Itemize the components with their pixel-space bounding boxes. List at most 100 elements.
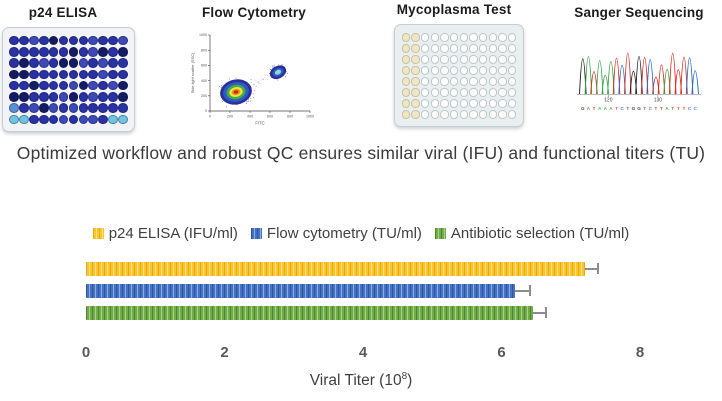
plate-well	[48, 58, 59, 68]
plate-well	[479, 88, 488, 97]
plate-well	[78, 69, 89, 80]
plate-well	[68, 58, 79, 68]
chromatogram-peak	[624, 52, 632, 95]
qc-item-sanger: Sanger Sequencing 120 130 G A T A A A T C T G G T C T T A…	[558, 5, 720, 114]
flow-cytometry-plot: 0 200 400 600 800 1000 0 200 400 600 800 1000 Side l…	[186, 27, 322, 129]
plate-well	[440, 33, 449, 42]
plate-well	[498, 44, 507, 53]
sequence-base-letter: G	[637, 106, 641, 111]
plate-well	[508, 99, 517, 108]
sequence-base-letter: T	[660, 106, 663, 111]
plate-well	[411, 55, 420, 64]
svg-text:400: 400	[247, 115, 253, 119]
flow-y-axis-label: Side light scatter (SSC)	[190, 52, 195, 93]
plate-well	[38, 80, 49, 91]
plate-well	[38, 35, 49, 46]
plate-well	[459, 55, 468, 64]
plate-well	[479, 55, 488, 64]
plate-well	[58, 35, 69, 46]
plate-well	[488, 88, 497, 97]
tagline-text: Optimized workflow and robust QC ensures…	[16, 143, 706, 163]
plate-well	[479, 66, 488, 75]
qc-item-p24-elisa: p24 ELISA	[2, 5, 135, 132]
plate-well	[430, 33, 439, 42]
plate-well	[108, 114, 118, 125]
x-axis-label-exponent: 8	[401, 371, 408, 382]
plate-well	[68, 35, 79, 46]
plate-well	[38, 114, 49, 125]
chromatogram-peak	[646, 59, 654, 95]
plate-well	[488, 66, 497, 75]
sequence-base-letter: T	[643, 106, 646, 111]
error-bar-line	[585, 267, 599, 270]
plate-well	[9, 92, 19, 102]
sequence-base-letter: C	[620, 106, 624, 111]
plate-well	[48, 80, 59, 91]
plate-well	[469, 110, 478, 119]
error-bar-cap	[597, 263, 599, 275]
plate-well	[469, 66, 478, 75]
plate-well	[498, 66, 507, 75]
plate-well	[508, 33, 517, 42]
plate-well	[479, 33, 488, 42]
plate-well	[19, 58, 29, 68]
plate-well	[508, 110, 517, 119]
plate-well	[411, 77, 420, 86]
plate-well	[108, 47, 118, 57]
qc-item-flow-cytometry: Flow Cytometry 0 200 400 600 800 1000 0 200 400 6…	[186, 5, 322, 129]
sequence-base-letter: T	[683, 106, 686, 111]
plate-well	[421, 110, 430, 119]
plate-well	[498, 77, 507, 86]
plate-well	[508, 66, 517, 75]
plate-well	[78, 35, 89, 46]
plate-well	[38, 103, 49, 113]
error-bar-cap	[545, 307, 547, 319]
plate-well	[440, 44, 449, 53]
sequence-base-letter: T	[654, 106, 657, 111]
plate-well	[430, 66, 439, 75]
plate-well	[78, 58, 89, 68]
plate-well	[68, 114, 79, 125]
plate-well	[38, 69, 49, 80]
sequence-base-letter: A	[598, 106, 602, 111]
plate-well	[459, 33, 468, 42]
legend-swatch-icon	[92, 228, 104, 239]
plate-well	[88, 103, 99, 113]
plate-well	[108, 103, 118, 113]
plate-well	[459, 110, 468, 119]
plate-well	[488, 77, 497, 86]
plate-well	[421, 66, 430, 75]
chromatogram-peak	[691, 70, 699, 95]
svg-text:0: 0	[209, 115, 211, 119]
plate-well	[430, 44, 439, 53]
legend-swatch-icon	[434, 228, 446, 239]
plate-well	[88, 69, 99, 80]
plate-well	[401, 33, 410, 42]
plate-well	[459, 44, 468, 53]
plate-well	[401, 99, 410, 108]
plate-well	[108, 80, 118, 91]
flow-cytometry-title: Flow Cytometry	[201, 5, 307, 20]
plate-well	[401, 77, 410, 86]
plate-well	[108, 35, 118, 46]
plate-well	[440, 77, 449, 86]
plate-well	[58, 114, 69, 125]
plate-well	[38, 92, 49, 102]
plate-well	[28, 92, 39, 102]
legend-item: p24 ELISA (IFU/ml)	[92, 225, 238, 242]
mycoplasma-title: Mycoplasma Test	[396, 2, 512, 17]
plate-well	[88, 47, 99, 57]
svg-text:200: 200	[227, 115, 233, 119]
qc-item-mycoplasma: Mycoplasma Test	[394, 2, 524, 127]
plate-well	[118, 103, 128, 113]
plate-well	[98, 69, 108, 80]
mycoplasma-plate-image	[394, 24, 524, 127]
plate-well	[98, 47, 108, 57]
svg-text:600: 600	[201, 64, 207, 68]
chromatogram-peak	[584, 56, 593, 95]
plate-well	[450, 99, 459, 108]
plate-well	[38, 58, 49, 68]
plate-well	[38, 47, 49, 57]
